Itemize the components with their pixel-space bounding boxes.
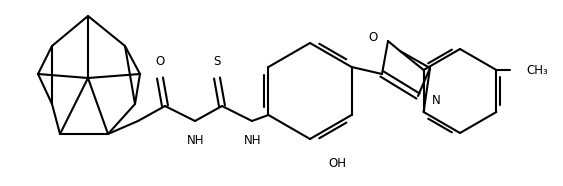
Text: NH: NH — [244, 134, 262, 147]
Text: OH: OH — [328, 157, 346, 170]
Text: S: S — [213, 55, 221, 68]
Text: O: O — [369, 31, 378, 44]
Text: NH: NH — [187, 134, 205, 147]
Text: O: O — [155, 55, 164, 68]
Text: N: N — [432, 94, 441, 107]
Text: CH₃: CH₃ — [526, 63, 548, 76]
